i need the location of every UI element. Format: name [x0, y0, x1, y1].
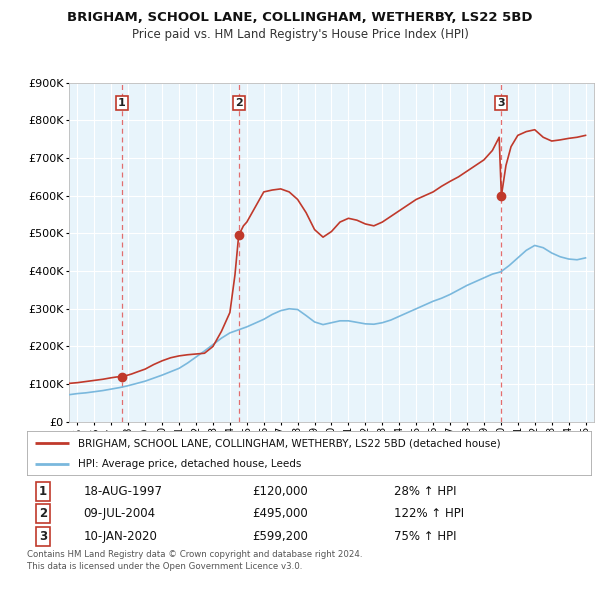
Text: 3: 3	[497, 98, 505, 108]
Text: 09-JUL-2004: 09-JUL-2004	[83, 507, 155, 520]
Text: 10-JAN-2020: 10-JAN-2020	[83, 530, 157, 543]
Text: £495,000: £495,000	[253, 507, 308, 520]
Text: Contains HM Land Registry data © Crown copyright and database right 2024.: Contains HM Land Registry data © Crown c…	[27, 550, 362, 559]
Text: £599,200: £599,200	[253, 530, 308, 543]
Text: 28% ↑ HPI: 28% ↑ HPI	[394, 485, 456, 498]
Text: This data is licensed under the Open Government Licence v3.0.: This data is licensed under the Open Gov…	[27, 562, 302, 571]
Text: BRIGHAM, SCHOOL LANE, COLLINGHAM, WETHERBY, LS22 5BD (detached house): BRIGHAM, SCHOOL LANE, COLLINGHAM, WETHER…	[78, 438, 500, 448]
Text: 2: 2	[235, 98, 242, 108]
Text: 2: 2	[39, 507, 47, 520]
Text: 122% ↑ HPI: 122% ↑ HPI	[394, 507, 464, 520]
Text: 3: 3	[39, 530, 47, 543]
Text: 75% ↑ HPI: 75% ↑ HPI	[394, 530, 456, 543]
Text: HPI: Average price, detached house, Leeds: HPI: Average price, detached house, Leed…	[78, 459, 301, 469]
Text: Price paid vs. HM Land Registry's House Price Index (HPI): Price paid vs. HM Land Registry's House …	[131, 28, 469, 41]
Text: 18-AUG-1997: 18-AUG-1997	[83, 485, 163, 498]
Text: BRIGHAM, SCHOOL LANE, COLLINGHAM, WETHERBY, LS22 5BD: BRIGHAM, SCHOOL LANE, COLLINGHAM, WETHER…	[67, 11, 533, 24]
Text: £120,000: £120,000	[253, 485, 308, 498]
Text: 1: 1	[39, 485, 47, 498]
Text: 1: 1	[118, 98, 126, 108]
